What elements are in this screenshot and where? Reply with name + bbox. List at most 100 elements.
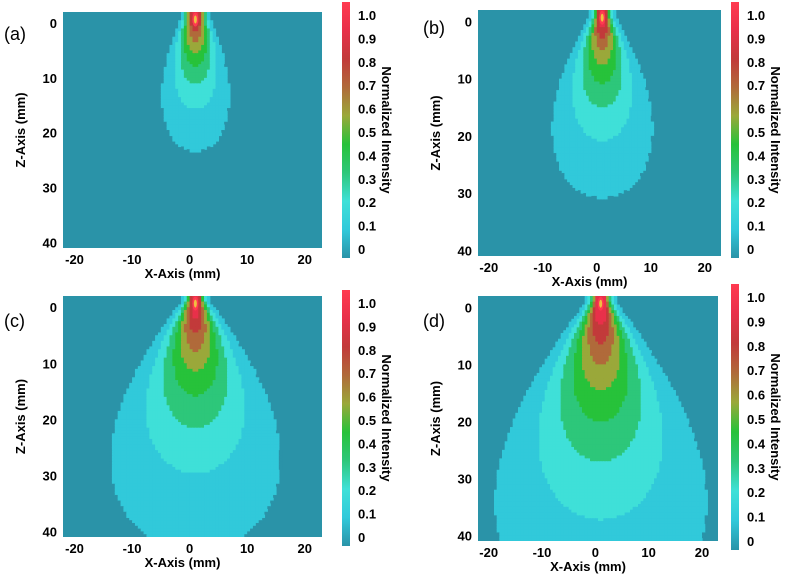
colorbar-tick-label: 0.6 [747,102,765,117]
y-tick-label: 0 [465,300,472,315]
y-tick-label: 30 [458,186,472,201]
colorbar-tick-label: 0 [747,534,754,549]
colorbar-tick-label: 0.1 [358,219,376,234]
colorbar-tick-label: 0.6 [358,390,376,405]
colorbar-title: Normalized Intensity [379,66,394,194]
colorbar-tick-label: 0.7 [747,78,765,93]
colorbar-tick-label: 0.8 [747,55,765,70]
colorbar-tick-label: 1.0 [747,290,765,305]
x-tick-label: -10 [533,545,552,560]
x-axis-title: X-Axis (mm) [145,266,221,281]
x-tick-label: -10 [123,252,142,267]
x-tick-label: -20 [65,252,84,267]
colorbar-tick-label: 0.9 [747,31,765,46]
colorbar-tick-label: 0.7 [747,363,765,378]
colorbar-tick-label: 0.5 [358,125,376,140]
colorbar-tick-label: 0.5 [747,125,765,140]
colorbar-tick-label: 0 [358,530,365,545]
colorbar [342,290,350,546]
colorbar-tick-label: 0.4 [358,436,377,451]
colorbar-title: Normalized Intensity [379,354,394,482]
y-tick-label: 0 [50,16,57,31]
y-axis-title: Z-Axis (mm) [428,95,443,170]
y-tick-label: 30 [43,468,57,483]
y-axis-title: Z-Axis (mm) [13,379,28,454]
x-tick-label: 10 [240,541,254,556]
panel-a: (a) -20 -10 0 10 20 0 10 20 30 40 X-Axis (mm) Z-Axis… [4,2,394,281]
colorbar-tick-label: 0.9 [358,31,376,46]
y-tick-label: 30 [43,181,57,196]
x-tick-label: 10 [641,545,655,560]
colorbar-tick-label: 0.1 [358,507,376,522]
y-tick-label: 20 [458,414,472,429]
y-tick-label: 30 [458,471,472,486]
x-tick-label: 20 [695,545,709,560]
colorbar-tick-label: 0.8 [358,55,376,70]
y-tick-label: 10 [458,72,472,87]
x-tick-label: 10 [240,252,254,267]
colorbar-title: Normalized Intensity [768,66,783,194]
x-tick-label: -10 [533,260,552,275]
colorbar-tick-label: 0.2 [747,485,765,500]
x-tick-label: 0 [593,260,600,275]
x-tick-label: 0 [186,541,193,556]
y-tick-label: 0 [465,14,472,29]
y-tick-label: 40 [458,243,472,258]
x-tick-label: -20 [479,260,498,275]
colorbar-tick-label: 0 [358,242,365,257]
panel-label: (d) [423,311,445,331]
colorbar-tick-label: 0.8 [358,343,376,358]
colorbar-title: Normalized Intensity [768,353,783,481]
y-tick-label: 0 [50,300,57,315]
x-axis-title: X-Axis (mm) [550,559,626,574]
colorbar-tick-label: 0.7 [358,366,376,381]
panel-d: (d) -20 -10 0 10 20 0 10 20 30 40 X-Axis (mm) Z-Axis… [423,284,783,574]
colorbar-tick-label: 0.8 [747,339,765,354]
colorbar-tick-label: 0.1 [747,510,765,525]
colorbar-tick-label: 0.9 [358,319,376,334]
colorbar-tick-label: 0.2 [358,195,376,210]
y-tick-label: 20 [43,412,57,427]
y-tick-label: 10 [43,71,57,86]
x-tick-label: 0 [592,545,599,560]
heatmap-field [494,296,708,541]
colorbar [731,2,739,258]
colorbar-tick-label: 0.1 [747,219,765,234]
colorbar [731,284,739,550]
colorbar-tick-label: 0.6 [747,388,765,403]
x-tick-label: -10 [123,541,142,556]
colorbar [342,2,350,258]
y-axis-title: Z-Axis (mm) [13,92,28,167]
panel-label: (c) [4,311,25,331]
colorbar-tick-label: 0.5 [358,413,376,428]
heatmap-field [160,12,231,153]
panel-c: (c) -20 -10 0 10 20 0 10 20 30 40 X-Axis (mm) Z-Axis… [4,290,394,570]
x-tick-label: 0 [186,252,193,267]
colorbar-tick-label: 0.6 [358,102,376,117]
x-tick-label: -20 [479,545,498,560]
y-tick-label: 40 [43,524,57,539]
panel-b: (b) -20 -10 0 10 20 0 10 20 30 40 X-Axis (mm) Z-Axis… [423,2,783,289]
colorbar-tick-label: 0.5 [747,412,765,427]
heatmap-field [550,10,655,200]
colorbar-tick-label: 1.0 [747,8,765,23]
x-tick-label: 20 [698,260,712,275]
colorbar-tick-label: 0.3 [747,172,765,187]
panel-label: (b) [423,18,445,38]
colorbar-tick-label: 1.0 [358,8,376,23]
colorbar-tick-label: 0.2 [747,195,765,210]
x-axis-title: X-Axis (mm) [145,555,221,570]
colorbar-tick-label: 1.0 [358,296,376,311]
heatmap-field [109,296,283,537]
colorbar-tick-label: 0.7 [358,78,376,93]
y-tick-label: 10 [43,356,57,371]
colorbar-tick-label: 0 [747,242,754,257]
colorbar-tick-label: 0.4 [747,436,766,451]
colorbar-tick-label: 0.2 [358,483,376,498]
y-tick-label: 20 [458,129,472,144]
y-tick-label: 40 [458,528,472,543]
y-tick-label: 20 [43,126,57,141]
colorbar-tick-label: 0.4 [747,148,766,163]
x-tick-label: 10 [644,260,658,275]
